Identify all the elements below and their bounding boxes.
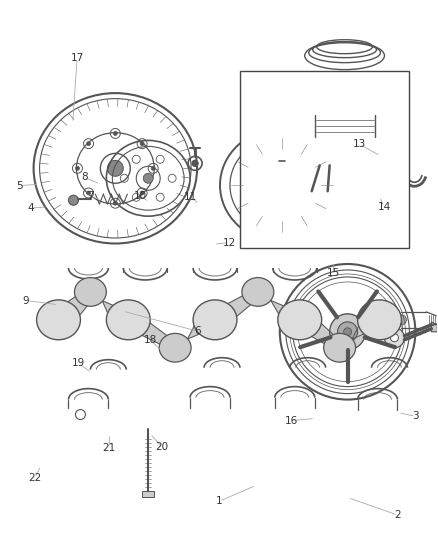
Text: 16: 16	[284, 416, 298, 425]
Circle shape	[343, 328, 352, 336]
Polygon shape	[282, 320, 348, 348]
Text: 17: 17	[71, 53, 84, 63]
Text: 13: 13	[353, 139, 366, 149]
Circle shape	[385, 328, 404, 348]
Circle shape	[192, 160, 198, 166]
Text: 20: 20	[155, 442, 169, 452]
Circle shape	[143, 173, 153, 183]
Text: 4: 4	[27, 203, 34, 213]
Text: 11: 11	[184, 192, 197, 203]
Circle shape	[140, 191, 144, 195]
Polygon shape	[431, 322, 437, 332]
Polygon shape	[332, 320, 397, 348]
Circle shape	[338, 322, 357, 342]
Bar	[142, 491, 154, 497]
Circle shape	[140, 142, 144, 146]
Text: 9: 9	[23, 295, 29, 305]
Bar	[268, 116, 296, 124]
Text: 19: 19	[72, 358, 85, 368]
Text: 22: 22	[28, 473, 41, 483]
Text: 6: 6	[195, 326, 201, 336]
Bar	[240, 71, 410, 248]
Polygon shape	[41, 292, 99, 320]
Circle shape	[87, 191, 91, 195]
Ellipse shape	[324, 333, 356, 362]
Polygon shape	[82, 292, 146, 320]
Text: 14: 14	[378, 202, 391, 212]
Ellipse shape	[375, 304, 389, 324]
Text: 2: 2	[395, 510, 401, 520]
Text: 5: 5	[16, 181, 22, 191]
Ellipse shape	[37, 300, 81, 340]
Ellipse shape	[193, 300, 237, 340]
Ellipse shape	[278, 300, 321, 340]
Circle shape	[396, 315, 406, 325]
Circle shape	[390, 334, 399, 342]
Circle shape	[330, 314, 366, 350]
Circle shape	[113, 201, 117, 205]
Circle shape	[319, 233, 325, 239]
Text: 15: 15	[327, 268, 340, 278]
Circle shape	[75, 166, 79, 171]
Text: 3: 3	[412, 411, 419, 421]
Polygon shape	[198, 292, 266, 320]
Text: 21: 21	[102, 443, 116, 453]
Ellipse shape	[242, 278, 274, 306]
Circle shape	[87, 142, 91, 146]
Text: 10: 10	[134, 191, 147, 201]
Text: 7: 7	[87, 191, 93, 201]
Polygon shape	[167, 320, 233, 348]
Ellipse shape	[159, 333, 191, 362]
Text: 8: 8	[81, 172, 88, 182]
Circle shape	[107, 160, 124, 176]
Circle shape	[270, 173, 294, 197]
Text: 18: 18	[143, 335, 157, 345]
Ellipse shape	[106, 300, 150, 340]
Text: 1: 1	[215, 496, 223, 506]
Ellipse shape	[74, 278, 106, 306]
Circle shape	[151, 166, 155, 171]
Ellipse shape	[357, 300, 401, 340]
Circle shape	[113, 132, 117, 135]
Polygon shape	[250, 292, 317, 320]
Polygon shape	[111, 320, 183, 348]
Circle shape	[68, 195, 78, 205]
Text: 12: 12	[223, 238, 237, 248]
